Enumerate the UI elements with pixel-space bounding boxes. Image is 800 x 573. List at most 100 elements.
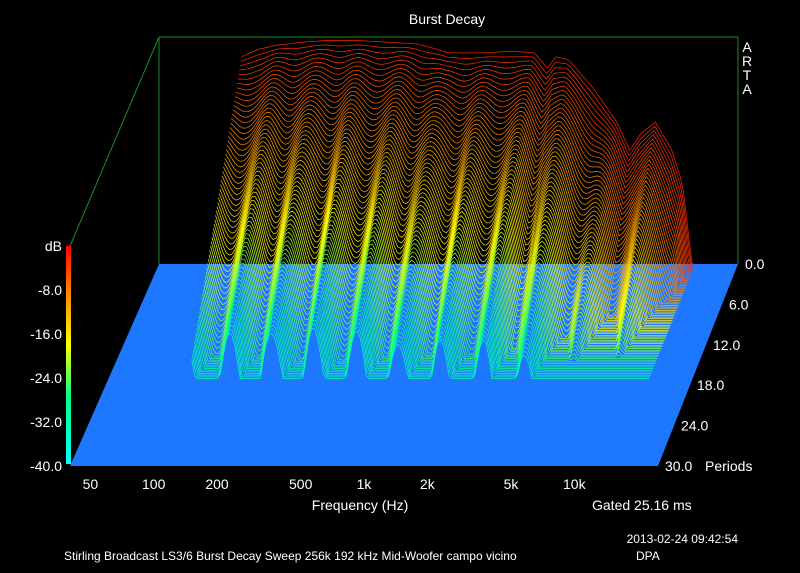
decay-slice bbox=[231, 99, 686, 288]
decay-slice bbox=[227, 120, 683, 296]
z-tick-label: 24.0 bbox=[681, 418, 708, 434]
decay-slice bbox=[205, 249, 662, 348]
decay-slice bbox=[212, 207, 669, 331]
decay-slice bbox=[213, 199, 670, 328]
x-tick-label: 200 bbox=[205, 476, 229, 492]
decay-slice bbox=[208, 228, 666, 340]
decay-slice bbox=[238, 57, 693, 271]
decay-slice bbox=[206, 241, 664, 344]
caption: Stirling Broadcast LS3/6 Burst Decay Swe… bbox=[64, 549, 517, 563]
decay-slice bbox=[240, 44, 695, 267]
decay-slice bbox=[205, 245, 663, 346]
decay-slice bbox=[229, 107, 685, 291]
decay-slice bbox=[237, 65, 691, 275]
decay-slice bbox=[210, 220, 667, 336]
decay-slice bbox=[207, 232, 665, 341]
z-axis-unit: Periods bbox=[705, 458, 752, 474]
decay-slice bbox=[212, 203, 670, 330]
periods-axis: 0.0 6.0 12.0 18.0 24.0 30.0 Periods bbox=[665, 256, 765, 474]
watermark-letter: T bbox=[743, 67, 752, 83]
x-tick-label: 10k bbox=[563, 476, 587, 492]
x-tick-label: 100 bbox=[142, 476, 166, 492]
x-tick-label: 2k bbox=[420, 476, 436, 492]
decay-slice bbox=[234, 78, 689, 280]
decay-slice bbox=[236, 69, 691, 276]
decay-slice bbox=[237, 61, 692, 273]
decay-slice bbox=[225, 132, 681, 301]
decay-slice bbox=[226, 128, 682, 300]
decay-slice bbox=[222, 149, 678, 308]
decay-slice bbox=[218, 170, 675, 316]
decay-floor bbox=[70, 264, 738, 466]
x-axis-label: Frequency (Hz) bbox=[312, 497, 408, 513]
db-axis: dB -8.0 -16.0 -24.0 -32.0 -40.0 bbox=[30, 238, 62, 474]
decay-slice bbox=[223, 141, 680, 305]
x-tick-label: 50 bbox=[83, 476, 99, 492]
decay-slice bbox=[231, 95, 687, 286]
z-tick-label: 30.0 bbox=[665, 458, 692, 474]
timestamp: 2013-02-24 09:42:54 bbox=[627, 532, 739, 546]
decay-slice bbox=[207, 237, 664, 343]
decay-slice bbox=[202, 262, 660, 353]
decay-slice bbox=[221, 153, 678, 310]
color-bar bbox=[66, 246, 71, 464]
y-tick-label: -32.0 bbox=[30, 414, 62, 430]
decay-slice bbox=[199, 278, 658, 359]
decay-slice bbox=[193, 315, 652, 374]
decay-slice bbox=[198, 286, 656, 363]
decay-slice bbox=[220, 162, 676, 313]
decay-slice bbox=[235, 74, 690, 278]
watermark-letter: A bbox=[742, 39, 752, 55]
decay-slice bbox=[202, 266, 660, 355]
x-tick-label: 1k bbox=[357, 476, 373, 492]
decay-slice bbox=[234, 82, 689, 281]
decay-slice bbox=[233, 86, 688, 283]
decay-slice bbox=[230, 103, 686, 290]
decay-slice bbox=[194, 307, 653, 371]
decay-slice bbox=[200, 274, 658, 358]
decay-slice bbox=[241, 40, 695, 265]
x-tick-label: 500 bbox=[289, 476, 313, 492]
decay-slice bbox=[223, 145, 679, 306]
z-tick-label: 12.0 bbox=[713, 337, 740, 353]
y-tick-label: dB bbox=[45, 238, 62, 254]
decay-slice bbox=[192, 324, 650, 378]
z-tick-label: 6.0 bbox=[729, 296, 749, 312]
y-tick-label: -40.0 bbox=[30, 458, 62, 474]
decay-slice bbox=[239, 48, 694, 268]
decay-slice bbox=[215, 191, 672, 325]
plot-frame bbox=[69, 36, 739, 264]
decay-slice bbox=[197, 291, 656, 364]
decay-slice bbox=[192, 319, 651, 376]
decay-slice bbox=[203, 257, 661, 351]
decay-slice bbox=[219, 166, 676, 315]
decay-slice bbox=[220, 157, 677, 311]
x-tick-label: 5k bbox=[504, 476, 520, 492]
decay-slice bbox=[197, 295, 655, 366]
decay-slice bbox=[239, 53, 693, 270]
gate-note: Gated 25.16 ms bbox=[592, 497, 692, 513]
decay-slice bbox=[217, 178, 674, 320]
z-tick-label: 18.0 bbox=[697, 377, 724, 393]
watermark-letter: A bbox=[742, 81, 752, 97]
decay-slice bbox=[195, 303, 654, 369]
frame-edge bbox=[69, 36, 160, 247]
waterfall-slices bbox=[191, 40, 695, 379]
decay-slice bbox=[232, 90, 688, 285]
decay-slice bbox=[199, 282, 657, 361]
decay-slice bbox=[209, 224, 666, 338]
decay-slice bbox=[210, 216, 668, 335]
decay-slice bbox=[191, 328, 650, 379]
decay-slice bbox=[211, 212, 668, 333]
decay-slice bbox=[216, 182, 673, 321]
decay-slice bbox=[215, 187, 672, 323]
y-tick-label: -24.0 bbox=[30, 370, 62, 386]
decay-slice bbox=[194, 311, 652, 373]
watermark-letter: R bbox=[742, 53, 752, 69]
frequency-axis: 50 100 200 500 1k 2k 5k 10k bbox=[83, 476, 587, 492]
y-tick-label: -16.0 bbox=[30, 326, 62, 342]
decay-slice bbox=[224, 137, 680, 303]
